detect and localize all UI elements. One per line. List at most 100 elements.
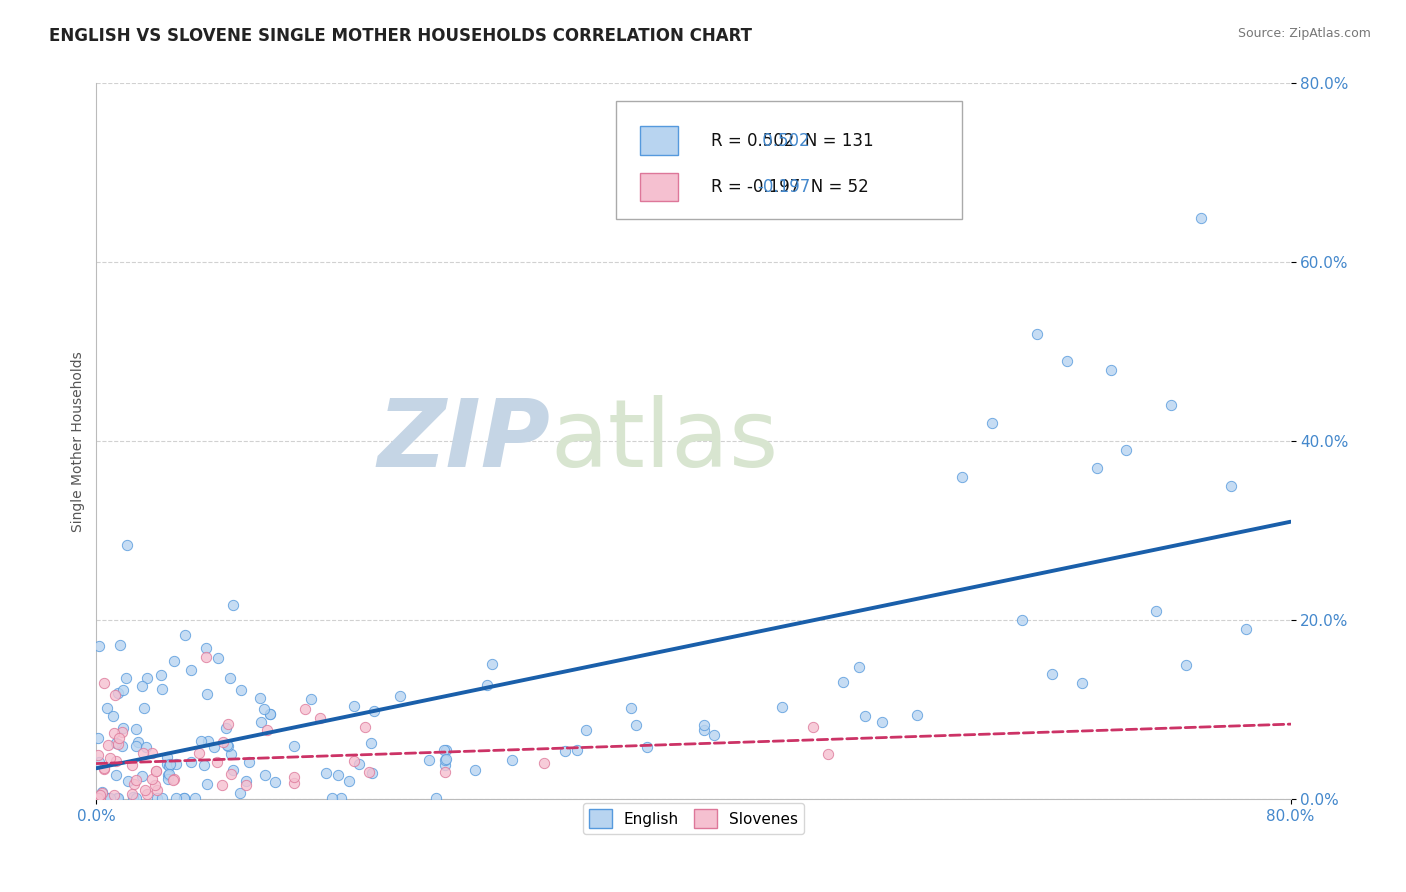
Point: [104, 736, 127, 750]
Point: [222, 598, 245, 612]
Point: [156, 772, 179, 787]
Point: [283, 739, 305, 754]
Point: [238, 755, 260, 769]
Point: [104, 688, 127, 702]
Point: [501, 753, 523, 767]
Point: [149, 668, 172, 682]
Point: [103, 788, 125, 802]
Point: [434, 752, 457, 766]
Point: [187, 746, 209, 760]
Text: ZIP: ZIP: [377, 395, 550, 487]
Point: [1144, 604, 1167, 618]
Point: [253, 702, 276, 716]
Point: [173, 791, 195, 805]
Point: [195, 640, 218, 655]
Point: [235, 779, 257, 793]
Point: [434, 743, 457, 757]
Point: [1219, 479, 1241, 493]
Point: [103, 708, 125, 723]
Point: [114, 671, 136, 685]
Point: [117, 774, 139, 789]
Point: [125, 722, 148, 736]
Point: [193, 758, 215, 772]
Point: [157, 766, 180, 780]
Point: [229, 682, 252, 697]
Point: [219, 767, 242, 781]
Point: [229, 786, 252, 800]
FancyBboxPatch shape: [640, 127, 678, 155]
Point: [132, 746, 155, 760]
Point: [363, 704, 385, 718]
Point: [321, 791, 343, 805]
Point: [565, 742, 588, 756]
Point: [87, 747, 110, 762]
Point: [112, 682, 135, 697]
Point: [131, 679, 153, 693]
Point: [105, 755, 128, 769]
Point: [693, 723, 716, 737]
Point: [217, 739, 239, 754]
Point: [197, 734, 219, 748]
Point: [156, 757, 179, 772]
Point: [89, 789, 111, 803]
Point: [96, 701, 118, 715]
Point: [624, 718, 647, 732]
Point: [870, 715, 893, 730]
FancyBboxPatch shape: [616, 102, 962, 219]
Point: [294, 702, 316, 716]
Point: [620, 701, 643, 715]
Point: [163, 655, 186, 669]
Point: [165, 791, 187, 805]
Point: [108, 731, 131, 746]
Point: [433, 753, 456, 767]
Point: [418, 753, 440, 767]
Point: [157, 759, 180, 773]
Point: [832, 675, 855, 690]
Point: [425, 791, 447, 805]
Point: [1040, 666, 1063, 681]
Point: [950, 470, 973, 484]
Point: [195, 650, 218, 665]
Text: Source: ZipAtlas.com: Source: ZipAtlas.com: [1237, 27, 1371, 40]
Text: R = 0.502  N = 131: R = 0.502 N = 131: [711, 132, 875, 150]
Point: [93, 675, 115, 690]
Point: [853, 709, 876, 723]
Point: [1101, 362, 1123, 376]
Point: [87, 731, 110, 746]
Point: [131, 769, 153, 783]
Text: 0.502: 0.502: [756, 132, 810, 150]
Point: [217, 738, 239, 752]
Point: [326, 767, 349, 781]
Point: [1056, 353, 1078, 368]
Point: [87, 756, 110, 770]
Point: [93, 761, 115, 775]
Point: [357, 764, 380, 779]
Point: [125, 772, 148, 787]
Point: [389, 689, 412, 703]
Point: [141, 746, 163, 760]
Point: [150, 791, 173, 805]
Point: [1160, 398, 1182, 412]
Point: [343, 755, 366, 769]
Point: [475, 678, 498, 692]
Point: [211, 735, 233, 749]
Point: [481, 657, 503, 672]
Point: [315, 765, 337, 780]
Point: [180, 756, 202, 770]
Point: [1115, 443, 1137, 458]
Point: [145, 764, 167, 779]
Point: [360, 735, 382, 749]
Point: [905, 707, 928, 722]
Point: [1025, 326, 1047, 341]
Point: [146, 791, 169, 805]
Point: [156, 768, 179, 782]
Point: [207, 650, 229, 665]
Point: [309, 711, 332, 725]
Point: [253, 768, 276, 782]
Point: [107, 737, 129, 751]
Point: [141, 772, 163, 787]
Point: [97, 791, 120, 805]
Point: [360, 766, 382, 780]
Y-axis label: Single Mother Households: Single Mother Households: [72, 351, 86, 532]
Point: [111, 724, 134, 739]
